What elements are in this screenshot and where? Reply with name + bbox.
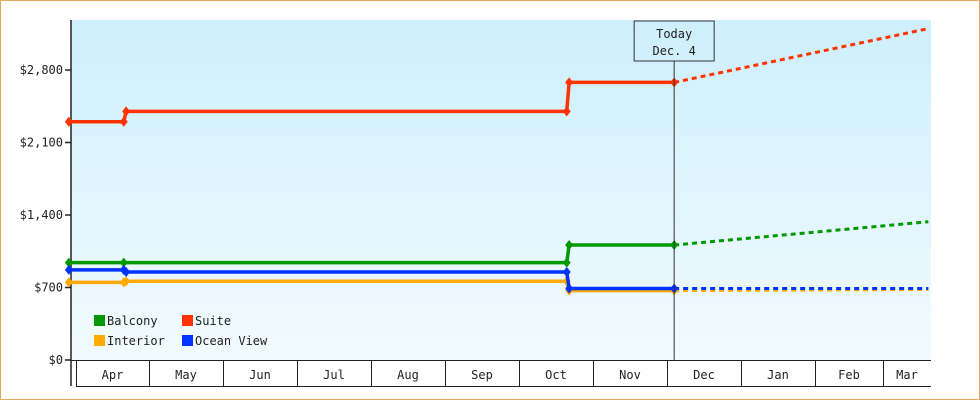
data-point <box>565 240 574 251</box>
today-date: Dec. 4 <box>652 44 695 58</box>
x-tick-label: Feb <box>838 368 860 382</box>
data-point <box>64 264 73 275</box>
x-tick-label: Nov <box>619 368 641 382</box>
x-tick-label: Sep <box>471 368 493 382</box>
legend-label: Interior <box>107 334 165 348</box>
series-suite <box>64 27 929 127</box>
data-point <box>122 106 131 117</box>
x-tick-label: Jan <box>767 368 789 382</box>
y-tick-label: $700 <box>34 281 63 295</box>
x-tick-label: Mar <box>896 368 918 382</box>
y-tick-label: $0 <box>49 353 63 367</box>
legend-swatch <box>94 335 105 346</box>
y-tick-label: $1,400 <box>20 208 63 222</box>
data-point <box>64 277 73 288</box>
data-point <box>562 257 571 268</box>
data-point <box>122 276 131 287</box>
x-tick-label: Oct <box>545 368 567 382</box>
x-tick-label: Apr <box>102 368 124 382</box>
data-point <box>119 257 128 268</box>
series-ocean-view <box>64 264 929 294</box>
legend-swatch <box>182 335 193 346</box>
series-line <box>68 279 675 293</box>
legend-label: Ocean View <box>195 334 268 348</box>
data-point <box>64 257 73 268</box>
y-tick-label: $2,100 <box>20 136 63 150</box>
x-tick-label: Jun <box>249 368 271 382</box>
legend-swatch <box>182 315 193 326</box>
series-line <box>68 80 675 124</box>
data-point <box>565 77 574 88</box>
data-point <box>565 283 574 294</box>
x-tick-label: Dec <box>693 368 715 382</box>
data-point <box>119 116 128 127</box>
forecast-line <box>674 220 929 247</box>
plot-area <box>71 20 931 360</box>
data-point <box>562 266 571 277</box>
legend-label: Suite <box>195 314 231 328</box>
x-tick-label: Jul <box>323 368 345 382</box>
series-balcony <box>64 220 929 268</box>
today-label: Today <box>656 27 692 41</box>
legend-swatch <box>94 315 105 326</box>
x-tick-label: May <box>175 368 197 382</box>
forecast-line <box>673 27 929 84</box>
data-point <box>122 266 131 277</box>
data-point <box>64 116 73 127</box>
data-point <box>562 106 571 117</box>
x-tick-label: Aug <box>397 368 419 382</box>
today-box <box>633 20 715 62</box>
y-tick-label: $2,800 <box>20 63 63 77</box>
series-line <box>68 268 675 291</box>
legend-label: Balcony <box>107 314 158 328</box>
